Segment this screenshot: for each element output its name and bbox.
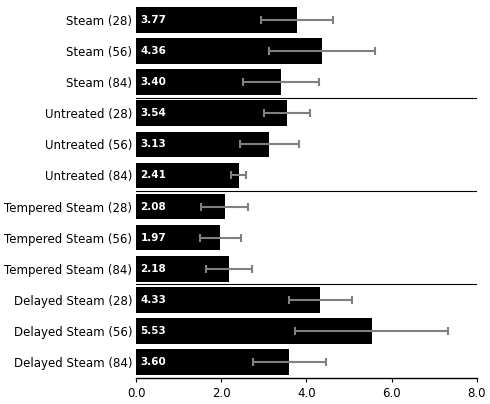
Text: 2.08: 2.08: [141, 202, 166, 212]
Bar: [136, 349, 290, 375]
Text: 2.18: 2.18: [141, 264, 166, 274]
Text: 3.40: 3.40: [141, 77, 167, 87]
Bar: [136, 194, 225, 219]
Text: 4.33: 4.33: [141, 295, 167, 305]
Text: 3.54: 3.54: [141, 108, 167, 118]
Bar: [136, 318, 371, 344]
Bar: [136, 7, 296, 32]
Text: 3.13: 3.13: [141, 139, 166, 149]
Text: 2.41: 2.41: [141, 170, 167, 181]
Text: 4.36: 4.36: [141, 46, 167, 56]
Bar: [136, 38, 322, 64]
Bar: [136, 132, 270, 157]
Text: 1.97: 1.97: [141, 233, 166, 243]
Text: 5.53: 5.53: [141, 326, 166, 336]
Text: 3.60: 3.60: [141, 357, 166, 367]
Text: 3.77: 3.77: [141, 15, 167, 25]
Bar: [136, 100, 287, 126]
Bar: [136, 225, 220, 250]
Bar: [136, 163, 239, 188]
Bar: [136, 287, 320, 313]
Bar: [136, 69, 281, 95]
Bar: [136, 256, 229, 282]
